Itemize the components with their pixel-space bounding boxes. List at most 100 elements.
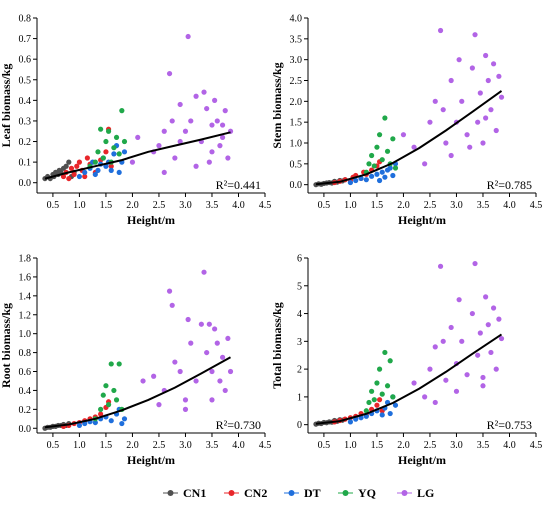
legend-marker-cn1 bbox=[167, 490, 174, 496]
data-point-lg bbox=[485, 322, 491, 328]
data-point-lg bbox=[496, 73, 502, 79]
data-point-dt bbox=[82, 169, 88, 176]
data-point-lg bbox=[472, 260, 478, 267]
data-point-lg bbox=[496, 316, 502, 322]
data-point-dt bbox=[376, 177, 383, 184]
y-tick-label: 1.0 bbox=[19, 329, 32, 340]
data-point-yq bbox=[105, 128, 112, 134]
y-axis-label: Total biomass/kg bbox=[270, 302, 284, 389]
data-point-yq bbox=[103, 383, 109, 389]
data-point-lg bbox=[459, 338, 465, 344]
data-point-lg bbox=[422, 161, 428, 167]
r-squared-annotation: R²=0.441 bbox=[216, 178, 261, 192]
y-tick-label: 0.8 bbox=[19, 348, 32, 359]
data-point-lg bbox=[219, 122, 226, 128]
data-point-lg bbox=[201, 89, 207, 95]
x-axis-label: Height/m bbox=[398, 213, 446, 227]
data-point-lg bbox=[193, 93, 199, 99]
data-point-dt bbox=[379, 169, 385, 175]
data-point-lg bbox=[214, 340, 220, 346]
x-tick-label: 3.5 bbox=[477, 200, 490, 211]
legend-label-lg: LG bbox=[417, 486, 434, 500]
y-tick-label: 0 bbox=[297, 420, 302, 431]
x-tick-label: 2.5 bbox=[424, 440, 437, 451]
data-point-lg bbox=[448, 324, 454, 331]
data-point-lg bbox=[129, 159, 136, 165]
x-tick-label: 2.5 bbox=[424, 200, 437, 211]
data-point-yq bbox=[369, 388, 375, 394]
data-point-cn2 bbox=[66, 175, 72, 182]
r-squared-annotation: R²=0.753 bbox=[487, 418, 532, 432]
y-tick-label: 0.6 bbox=[19, 55, 32, 66]
data-point-lg bbox=[427, 119, 433, 125]
data-point-yq bbox=[371, 397, 377, 403]
x-tick-label: 1.5 bbox=[100, 200, 113, 211]
data-point-lg bbox=[135, 134, 141, 141]
x-tick-label: 0.5 bbox=[318, 440, 331, 451]
x-tick-label: 4.0 bbox=[232, 440, 245, 451]
data-point-lg bbox=[209, 397, 215, 403]
data-point-lg bbox=[227, 368, 234, 375]
y-axis-label: Stem biomass/kg bbox=[270, 62, 284, 148]
x-tick-label: 4.0 bbox=[503, 440, 516, 451]
data-point-cn2 bbox=[82, 173, 88, 180]
r-squared-annotation: R²=0.730 bbox=[216, 418, 261, 432]
data-point-lg bbox=[206, 321, 212, 327]
data-point-lg bbox=[193, 163, 199, 169]
data-point-dt bbox=[121, 149, 128, 155]
y-tick-label: 0.4 bbox=[19, 386, 32, 397]
x-tick-label: 4.5 bbox=[530, 200, 543, 211]
data-point-yq bbox=[119, 108, 125, 114]
data-point-yq bbox=[111, 145, 117, 151]
data-point-yq bbox=[100, 155, 106, 161]
data-point-yq bbox=[369, 152, 375, 159]
data-point-lg bbox=[493, 127, 499, 134]
data-point-dt bbox=[119, 420, 125, 427]
data-point-lg bbox=[427, 366, 433, 372]
data-point-yq bbox=[113, 134, 120, 141]
x-tick-label: 1.0 bbox=[344, 200, 357, 211]
data-point-dt bbox=[92, 171, 98, 178]
data-point-lg bbox=[204, 105, 210, 112]
y-tick-label: 4.0 bbox=[290, 14, 303, 25]
y-tick-label: 2 bbox=[297, 365, 302, 376]
data-point-lg bbox=[172, 359, 178, 365]
data-point-yq bbox=[382, 349, 388, 356]
data-point-lg bbox=[400, 132, 407, 138]
data-point-yq bbox=[363, 408, 369, 414]
x-tick-label: 1.0 bbox=[73, 440, 86, 451]
x-axis-label: Height/m bbox=[127, 213, 175, 227]
x-tick-label: 0.5 bbox=[318, 200, 331, 211]
data-point-lg bbox=[182, 397, 189, 403]
x-tick-label: 4.0 bbox=[503, 200, 516, 211]
y-tick-label: 2.5 bbox=[290, 76, 303, 87]
data-point-lg bbox=[456, 297, 462, 303]
x-tick-label: 3.5 bbox=[477, 440, 490, 451]
data-point-lg bbox=[185, 316, 191, 323]
data-point-yq bbox=[384, 383, 391, 389]
data-point-lg bbox=[214, 118, 220, 124]
data-point-dt bbox=[347, 419, 354, 425]
x-tick-label: 4.0 bbox=[232, 200, 245, 211]
y-tick-label: 0.1 bbox=[19, 158, 32, 169]
data-point-yq bbox=[100, 392, 106, 398]
y-tick-label: 0.7 bbox=[19, 34, 32, 45]
data-point-cn1 bbox=[63, 163, 69, 169]
data-point-yq bbox=[366, 161, 372, 167]
data-point-cn2 bbox=[68, 165, 75, 171]
data-point-lg bbox=[411, 144, 417, 150]
data-point-lg bbox=[161, 128, 167, 134]
y-tick-label: 1.6 bbox=[19, 272, 32, 283]
fit-curve bbox=[44, 356, 231, 429]
x-tick-label: 3.5 bbox=[206, 440, 219, 451]
data-point-yq bbox=[392, 165, 399, 171]
y-tick-label: 0.2 bbox=[19, 137, 32, 148]
data-point-lg bbox=[188, 340, 194, 346]
data-point-lg bbox=[432, 399, 438, 406]
data-point-dt bbox=[387, 165, 393, 171]
data-point-cn2 bbox=[60, 173, 67, 180]
data-point-cn2 bbox=[98, 411, 104, 417]
data-point-yq bbox=[116, 361, 122, 367]
data-point-lg bbox=[464, 132, 470, 138]
data-point-dt bbox=[76, 422, 83, 429]
